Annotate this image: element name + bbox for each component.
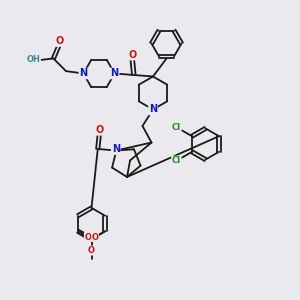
Text: OH: OH [26,56,40,64]
Text: N: N [110,68,119,79]
Text: O: O [95,125,103,135]
Text: O: O [92,232,99,242]
Text: N: N [149,104,157,115]
Text: N: N [112,144,120,154]
Text: Cl: Cl [172,123,181,132]
Text: O: O [128,50,136,60]
Text: O: O [55,36,64,46]
Text: N: N [79,68,88,79]
Text: O: O [88,246,95,255]
Text: Cl: Cl [172,156,181,165]
Text: O: O [84,232,92,242]
